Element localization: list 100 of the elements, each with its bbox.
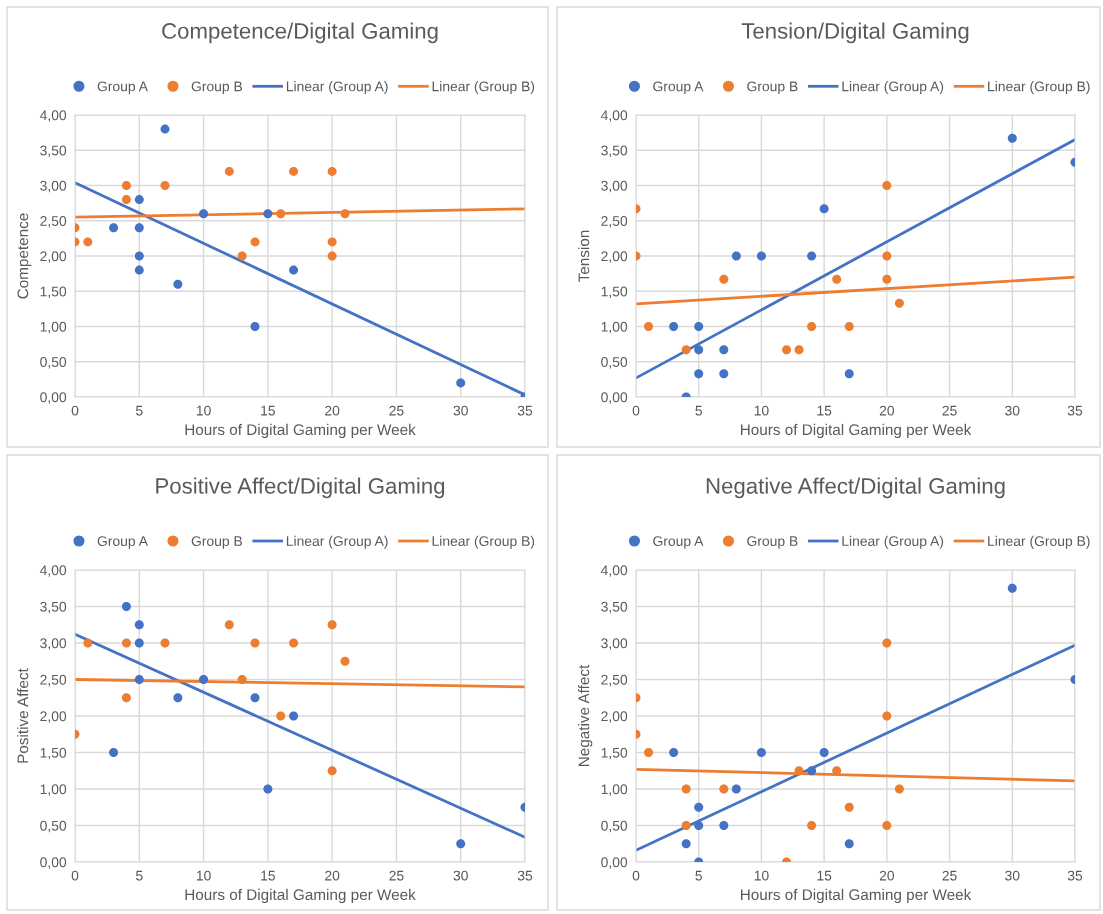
- y-tick-label: 3,00: [40, 180, 67, 193]
- point: [327, 237, 337, 247]
- x-tick-label: 5: [695, 870, 702, 881]
- point: [882, 821, 892, 830]
- y-tick-label: 0,50: [40, 820, 67, 833]
- x-tick-label: 35: [517, 405, 533, 416]
- y-tick-label: 2,50: [40, 216, 67, 228]
- y-tick-label: 3,00: [601, 638, 628, 650]
- point: [719, 821, 729, 830]
- point: [844, 839, 854, 849]
- x-tick-label: 10: [754, 405, 769, 416]
- point: [173, 693, 183, 703]
- x-axis-title: Hours of Digital Gaming per Week: [185, 423, 416, 439]
- y-tick-label: 0,00: [40, 392, 67, 404]
- point: [121, 693, 131, 703]
- y-tick-label: 0,50: [40, 357, 67, 369]
- point: [134, 675, 144, 684]
- legend-label: Linear (Group B): [988, 535, 1090, 549]
- point: [109, 748, 119, 757]
- legend-label: Linear (Group A): [286, 535, 388, 549]
- point: [83, 638, 93, 648]
- y-axis-title: Competence: [17, 213, 32, 299]
- x-tick-label: 15: [261, 405, 275, 416]
- point: [681, 784, 691, 794]
- point: [83, 237, 93, 247]
- point: [844, 802, 854, 812]
- y-tick-label: 3,00: [40, 638, 67, 650]
- point: [327, 166, 337, 176]
- y-tick-label: 0,50: [601, 820, 628, 833]
- point: [882, 711, 892, 721]
- point: [882, 638, 892, 648]
- y-tick-label: 1,00: [40, 784, 67, 796]
- y-tick-label: 1,50: [601, 747, 628, 760]
- point: [807, 766, 817, 776]
- point: [681, 821, 691, 830]
- point: [731, 784, 741, 794]
- y-tick-label: 3,50: [601, 145, 628, 158]
- legend-label: Group B: [747, 536, 798, 549]
- point: [456, 378, 466, 388]
- y-tick-label: 3,50: [601, 601, 628, 614]
- point: [289, 711, 299, 721]
- point: [644, 748, 654, 757]
- point: [121, 602, 131, 611]
- point: [669, 748, 679, 757]
- legend-label: Linear (Group A): [842, 535, 944, 549]
- point: [199, 209, 209, 219]
- point: [173, 279, 183, 289]
- point: [237, 251, 247, 261]
- point: [882, 274, 892, 284]
- x-tick-label: 30: [1005, 870, 1020, 881]
- point: [289, 638, 299, 648]
- legend-label: Linear (Group A): [842, 81, 944, 95]
- y-tick-label: 2,50: [40, 674, 67, 687]
- x-axis-title: Hours of Digital Gaming per Week: [740, 888, 972, 904]
- x-tick-label: 25: [389, 405, 404, 416]
- x-tick-label: 35: [517, 870, 533, 881]
- x-tick-label: 30: [453, 870, 468, 881]
- y-tick-label: 1,00: [601, 321, 628, 334]
- y-tick-label: 2,00: [40, 251, 67, 263]
- point: [882, 251, 892, 261]
- point: [782, 345, 792, 355]
- point: [263, 784, 273, 794]
- point: [327, 766, 337, 776]
- point: [160, 181, 170, 190]
- point: [644, 322, 654, 331]
- y-tick-label: 2,00: [40, 711, 67, 723]
- y-tick-label: 3,50: [40, 145, 67, 158]
- point: [276, 711, 286, 721]
- point: [237, 675, 247, 684]
- point: [819, 748, 829, 757]
- y-axis-title: Positive Affect: [17, 668, 29, 763]
- x-tick-label: 30: [1005, 405, 1020, 416]
- point: [719, 345, 729, 355]
- legend-label: Group A: [97, 536, 148, 549]
- x-axis-title: Hours of Digital Gaming per Week: [740, 423, 972, 439]
- x-tick-label: 0: [632, 870, 640, 881]
- point: [1007, 133, 1017, 143]
- y-tick-label: 2,00: [601, 711, 628, 723]
- point: [882, 181, 892, 190]
- point: [134, 638, 144, 648]
- point: [756, 748, 766, 757]
- y-tick-label: 2,50: [601, 216, 628, 228]
- y-tick-label: 1,50: [601, 286, 628, 299]
- y-tick-label: 0,00: [601, 857, 628, 869]
- point: [719, 784, 729, 794]
- y-axis-title: Tension: [578, 230, 590, 282]
- y-tick-label: 1,00: [40, 321, 67, 334]
- point: [121, 195, 131, 205]
- x-tick-label: 30: [453, 405, 468, 416]
- x-tick-label: 10: [754, 870, 769, 881]
- y-tick-label: 0,00: [601, 392, 628, 404]
- y-tick-label: 2,50: [601, 674, 628, 687]
- point: [694, 345, 704, 355]
- legend-label: Linear (Group A): [286, 81, 388, 95]
- x-tick-label: 5: [135, 870, 143, 881]
- point: [894, 784, 904, 794]
- point: [199, 675, 209, 684]
- point: [894, 298, 904, 308]
- point: [669, 322, 679, 331]
- x-tick-label: 20: [325, 405, 340, 416]
